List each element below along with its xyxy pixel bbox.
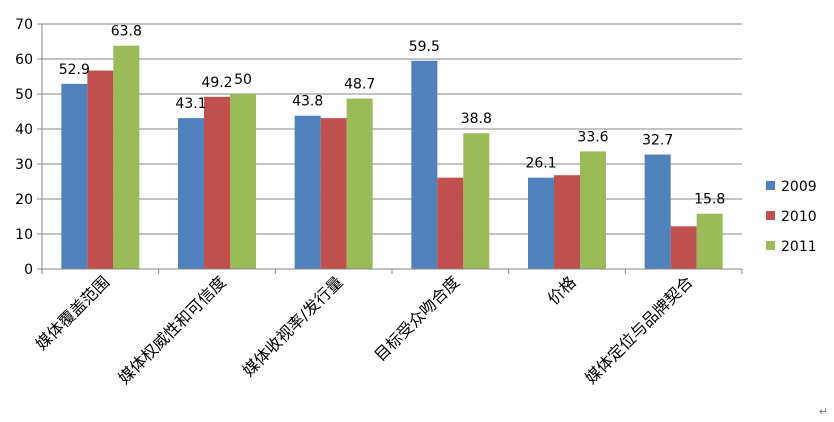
data-label-2011-3: 38.8	[461, 111, 492, 127]
bar-2009-0	[61, 83, 88, 269]
category-label-5: 媒体定位与品牌契合	[581, 272, 696, 387]
bar-2011-4	[580, 151, 606, 269]
data-label-2011-2: 48.7	[344, 77, 375, 93]
legend-swatch-2010	[766, 211, 775, 220]
legend-label-2011: 2011	[781, 239, 817, 255]
series-2010	[87, 70, 697, 270]
bar-2009-5	[644, 154, 671, 269]
bar-2010-5	[670, 226, 697, 269]
category-labels: 媒体覆盖范围 媒体权威性和可信度 媒体收视率/发行量 目标受众吻合度 价格 媒体定位与品牌…	[32, 272, 697, 387]
bar-2010-3	[437, 177, 464, 269]
bar-2011-3	[463, 133, 490, 269]
paragraph-mark: ↵	[818, 405, 828, 418]
y-tick-label-50: 50	[15, 87, 33, 103]
bar-2010-2	[320, 118, 347, 270]
data-label-2011-1: 50	[234, 72, 252, 88]
bar-2009-1	[178, 118, 204, 270]
bar-2011-2	[346, 98, 373, 269]
data-label-2009-3: 59.5	[409, 39, 440, 55]
bar-2009-4	[528, 177, 554, 269]
category-label-0: 媒体覆盖范围	[32, 272, 113, 353]
legend-item-2009: 2009	[766, 179, 817, 195]
bar-2009-2	[294, 115, 321, 269]
data-label-2011-4: 33.6	[577, 129, 608, 145]
data-label-2011-0: 63.8	[111, 24, 142, 40]
bar-2010-1	[204, 96, 230, 269]
y-tick-label-40: 40	[15, 122, 33, 138]
data-label-2011-5: 15.8	[694, 192, 725, 208]
legend-label-2009: 2009	[781, 179, 817, 195]
category-label-1: 媒体权威性和可信度	[115, 272, 230, 387]
legend: 2009 2010 2011	[766, 179, 817, 255]
legend-swatch-2011	[766, 241, 775, 250]
series-2011	[113, 45, 723, 270]
y-tick-label-70: 70	[15, 17, 33, 33]
data-labels: 52.9 43.1 43.8 59.5 26.1 32.7 49.2 63.8 50 48.7 38…	[59, 24, 726, 208]
y-tick-label-10: 10	[15, 227, 33, 243]
series-2009	[61, 60, 671, 270]
bar-2011-0	[113, 45, 140, 270]
bar-2009-3	[411, 60, 438, 269]
bar-2011-1	[230, 94, 256, 269]
bar-2010-4	[554, 175, 580, 269]
data-label-2009-1: 43.1	[175, 96, 206, 112]
data-label-2009-2: 43.8	[292, 94, 323, 110]
category-label-3: 目标受众吻合度	[371, 272, 464, 365]
y-tick-label-30: 30	[15, 157, 33, 173]
legend-item-2010: 2010	[766, 209, 817, 225]
bars	[61, 45, 723, 270]
y-tick-label-60: 60	[15, 52, 33, 68]
legend-label-2010: 2010	[781, 209, 817, 225]
x-axis-ticks	[41, 269, 743, 274]
data-label-2009-5: 32.7	[642, 133, 673, 149]
legend-item-2011: 2011	[766, 239, 817, 255]
bar-2011-5	[696, 213, 723, 269]
y-tick-label-20: 20	[15, 192, 33, 208]
gridlines	[42, 23, 742, 270]
data-label-2009-0: 52.9	[59, 62, 90, 78]
bar-2010-0	[87, 70, 114, 269]
y-axis-ticks: 0 10 20 30 40 50 60 70	[15, 17, 42, 278]
category-label-2: 媒体收视率/发行量	[239, 272, 347, 380]
category-label-4: 价格	[544, 272, 580, 308]
y-tick-label-0: 0	[24, 262, 33, 278]
data-label-2009-4: 26.1	[525, 156, 556, 172]
legend-swatch-2009	[766, 181, 775, 190]
data-label-2010-1: 49.2	[201, 75, 232, 91]
